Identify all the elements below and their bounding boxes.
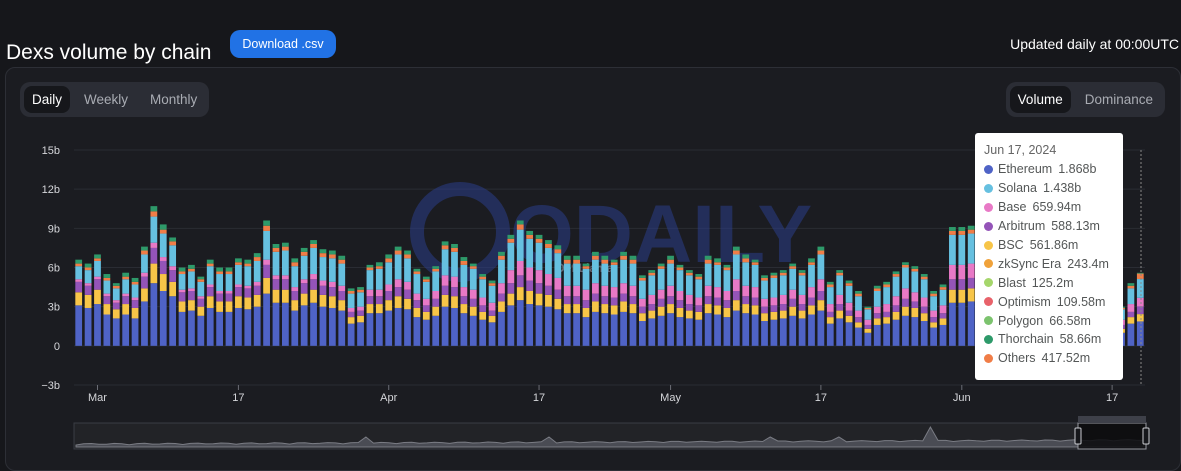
tooltip-series-value: 588.13m [1051,219,1100,234]
tab-volume[interactable]: Volume [1009,86,1071,113]
tab-monthly[interactable]: Monthly [150,92,198,107]
tooltip-series-value: 66.58m [1049,313,1091,328]
tooltip-series-value: 1.438b [1042,181,1082,196]
tooltip-series-name: Arbitrum [998,219,1046,234]
mode-toggle: Volume Dominance [1005,82,1165,117]
update-note: Updated daily at 00:00UTC [1010,36,1179,52]
chart-tooltip: Jun 17, 2024 Ethereum 1.868b Solana 1.438b B… [975,133,1123,380]
tooltip-row: zkSync Era 243.4m [984,254,1114,273]
legend-dot-icon [984,164,993,174]
tooltip-row: Solana 1.438b [984,179,1114,198]
tooltip-series-name: Optimism [998,294,1051,309]
tab-daily[interactable]: Daily [24,86,71,113]
tooltip-row: Base 659.94m [984,198,1114,217]
page-title: Dexs volume by chain [6,41,212,65]
legend-dot-icon [984,316,993,326]
tooltip-series-name: Ethereum [998,162,1053,177]
legend-dot-icon [984,353,993,363]
tooltip-series-value: 109.58m [1056,294,1106,309]
tab-dominance[interactable]: Dominance [1084,92,1153,107]
legend-dot-icon [984,278,993,288]
tooltip-date: Jun 17, 2024 [984,143,1057,157]
tooltip-row: Arbitrum 588.13m [984,217,1114,236]
tooltip-series-name: Polygon [998,313,1044,328]
tooltip-row: Blast 125.2m [984,273,1114,292]
tooltip-series-value: 417.52m [1041,351,1091,366]
tooltip-row: Ethereum 1.868b [984,160,1114,179]
tooltip-row: Optimism 109.58m [984,292,1114,311]
tooltip-series-value: 1.868b [1058,162,1097,177]
period-toggle: Daily Weekly Monthly [20,82,210,117]
tooltip-rows: Ethereum 1.868b Solana 1.438b Base 659.94m Arb… [984,160,1114,368]
legend-dot-icon [984,202,993,212]
tooltip-series-name: Others [998,351,1036,366]
download-csv-button[interactable]: Download .csv [230,30,336,58]
tooltip-series-value: 561.86m [1029,238,1079,252]
legend-dot-icon [984,240,993,250]
tooltip-series-value: 58.66m [1059,332,1102,347]
tooltip-row: Polygon 66.58m [984,311,1114,330]
legend-dot-icon [984,334,993,344]
tooltip-series-name: Solana [998,181,1037,196]
tab-weekly[interactable]: Weekly [84,92,129,107]
tooltip-row: Thorchain 58.66m [984,330,1114,349]
tooltip-series-value: 243.4m [1067,256,1109,271]
legend-dot-icon [984,183,993,193]
legend-dot-icon [984,259,993,269]
tooltip-row: BSC 561.86m [984,236,1114,255]
tooltip-series-name: Blast [998,275,1026,290]
tooltip-series-name: Thorchain [998,332,1054,347]
legend-dot-icon [984,297,993,307]
tooltip-series-name: Base [998,200,1027,215]
tooltip-row: Others 417.52m [984,349,1114,368]
tooltip-series-value: 125.2m [1031,275,1074,290]
tooltip-series-value: 659.94m [1032,200,1082,215]
legend-dot-icon [984,221,993,231]
tooltip-series-name: zkSync Era [998,256,1062,271]
tooltip-series-name: BSC [998,238,1024,252]
